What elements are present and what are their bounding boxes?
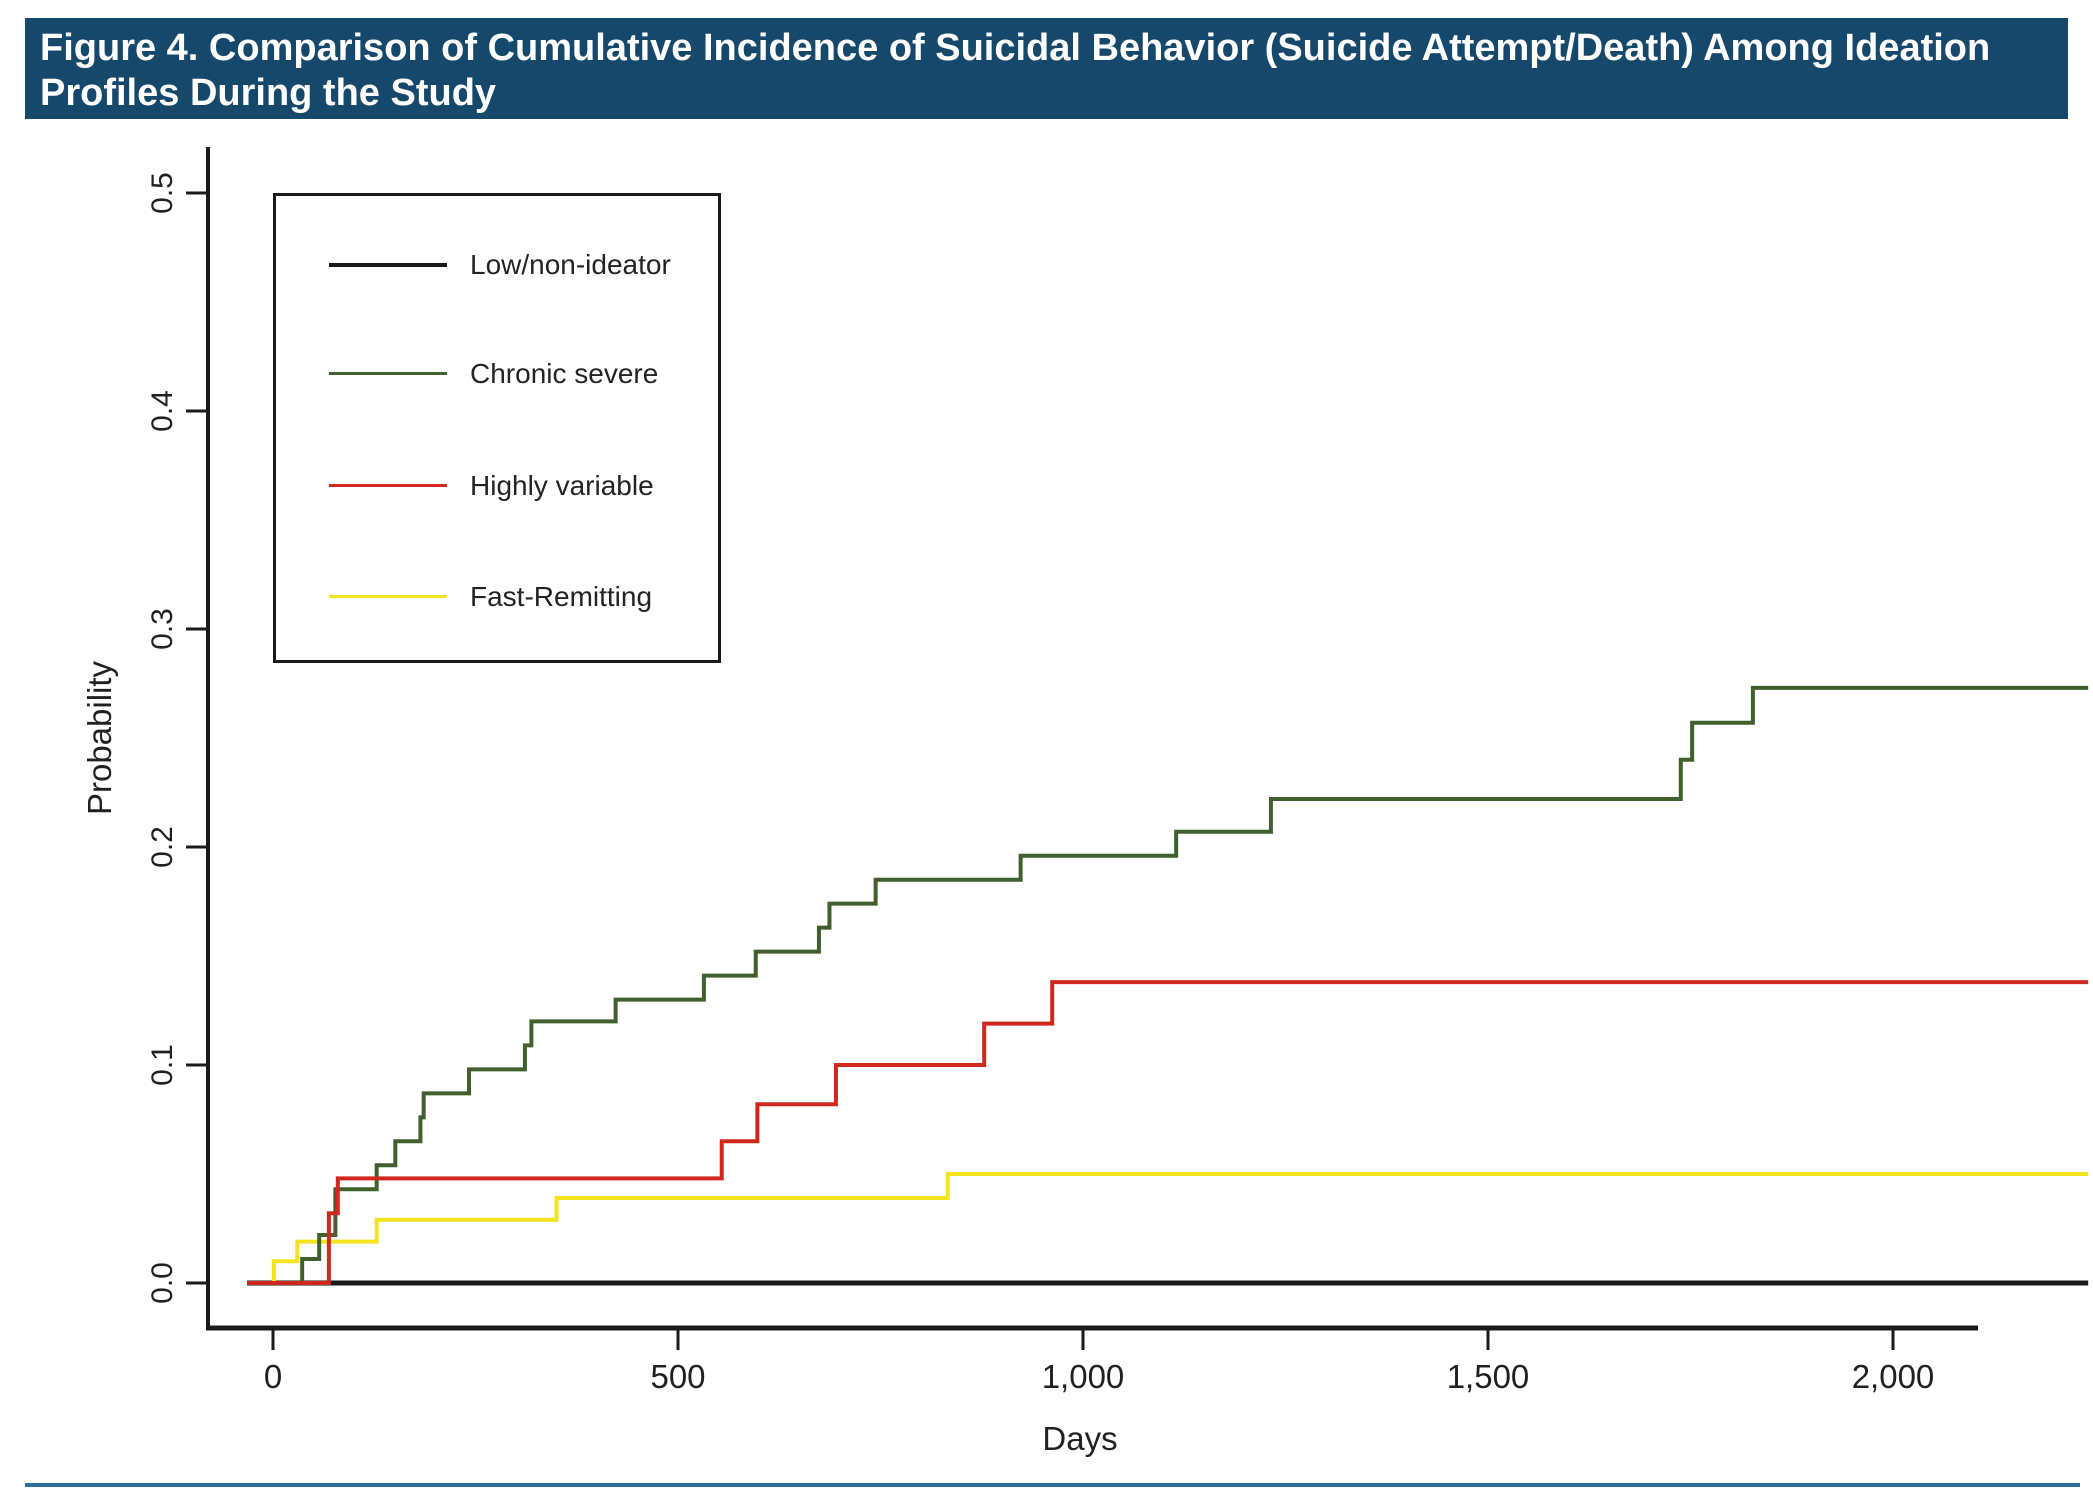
x-tick-label: 500: [650, 1358, 706, 1395]
x-tick-label: 2,000: [1851, 1358, 1935, 1395]
x-axis-title: Days: [1042, 1420, 1118, 1457]
y-tick-label: 0.3: [146, 608, 179, 650]
legend-label: Fast-Remitting: [470, 581, 653, 612]
y-tick-label: 0.4: [146, 390, 179, 432]
y-tick-label: 0.0: [146, 1262, 179, 1304]
y-tick-label: 0.1: [146, 1044, 179, 1086]
chart-axes: [186, 147, 1978, 1350]
y-axis-title: Probability: [81, 660, 118, 816]
curve-series-3: [247, 1172, 2089, 1285]
x-tick-label: 1,500: [1446, 1358, 1530, 1395]
chart-legend: Low/non-ideator Chronic severe Highly vari…: [273, 193, 721, 663]
legend-line-sample: [329, 484, 447, 487]
footer-divider-rule: [25, 1483, 2080, 1487]
figure-title: Figure 4. Comparison of Cumulative Incid…: [40, 27, 1991, 114]
y-tick-label: 0.5: [146, 172, 179, 214]
figure-title-bar: Figure 4. Comparison of Cumulative Incid…: [25, 18, 2068, 119]
curve-series-1: [247, 685, 2089, 1285]
curve-series-2: [247, 980, 2089, 1285]
legend-label: Highly variable: [470, 470, 654, 501]
legend-label: Chronic severe: [470, 358, 659, 389]
legend-label: Low/non-ideator: [470, 249, 671, 280]
legend-line-sample: [329, 372, 447, 375]
legend-line-sample: [329, 263, 447, 267]
y-tick-label: 0.2: [146, 826, 179, 868]
chart-curves: [247, 685, 2089, 1286]
x-tick-label: 1,000: [1041, 1358, 1125, 1395]
x-tick-label: 0: [263, 1358, 283, 1395]
legend-line-sample: [329, 595, 447, 598]
